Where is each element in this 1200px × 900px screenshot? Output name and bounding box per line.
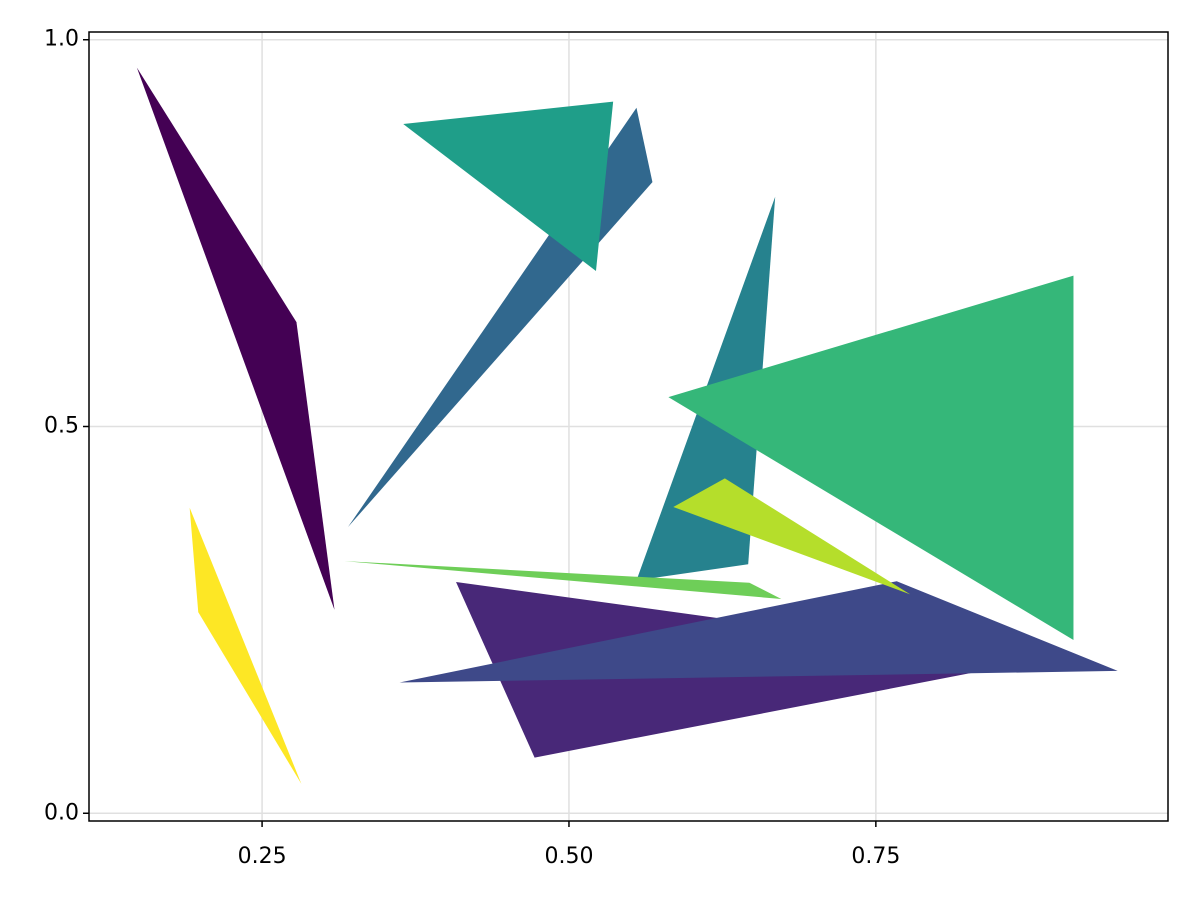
ticks: 0.25 0.50 0.75 0.0 0.5 1.0 [44, 27, 900, 869]
y-tick-label: 1.0 [44, 27, 79, 52]
polygons [136, 67, 1118, 784]
polygon [636, 196, 776, 581]
x-tick-label: 0.50 [544, 844, 593, 869]
y-tick-label: 0.0 [44, 800, 79, 825]
polygon [668, 275, 1074, 640]
polygon [673, 478, 911, 595]
x-tick-label: 0.25 [238, 844, 287, 869]
polygon [403, 101, 614, 272]
polygon [136, 67, 335, 610]
polygon [399, 581, 1118, 683]
polygon [189, 507, 302, 784]
y-tick-label: 0.5 [44, 414, 79, 439]
polygon [344, 561, 782, 599]
x-tick-label: 0.75 [851, 844, 900, 869]
